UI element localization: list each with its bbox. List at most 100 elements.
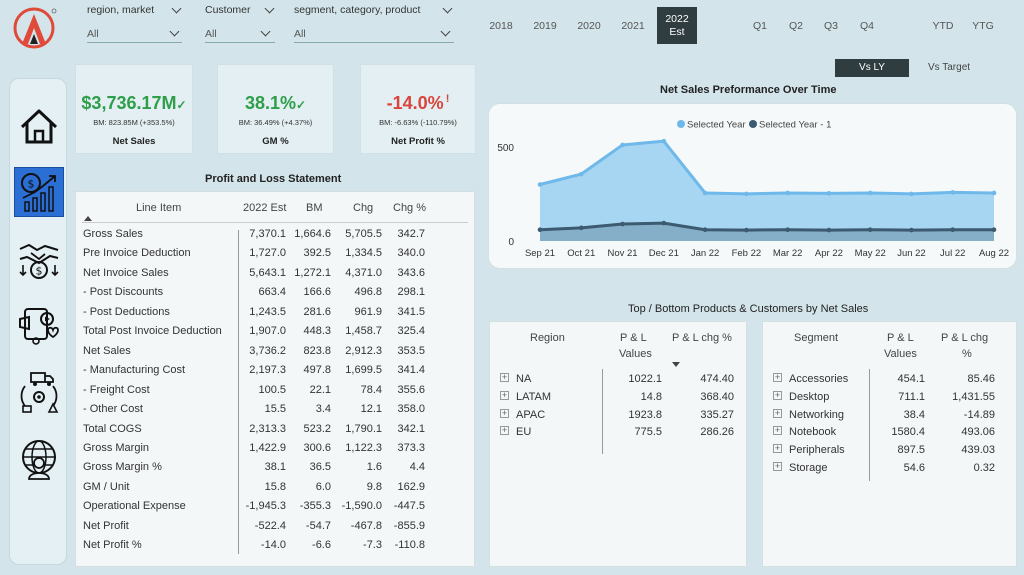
col-pl-values-label[interactable]: Values — [619, 348, 652, 360]
ytg-button[interactable]: YTG — [972, 20, 994, 32]
col-segment[interactable]: Segment — [794, 332, 839, 344]
data-point[interactable] — [785, 190, 790, 196]
table-row[interactable]: Net Profit -522.4 -54.7 -467.8 -855.9 — [76, 520, 474, 540]
expand-icon[interactable]: + — [773, 443, 782, 454]
nav-executive[interactable] — [14, 434, 64, 484]
nav-supply-chain[interactable] — [14, 367, 64, 417]
table-row[interactable]: Pre Invoice Deduction 1,727.0 392.5 1,334.5… — [76, 247, 474, 267]
data-point[interactable] — [950, 190, 956, 195]
expand-icon[interactable]: + — [500, 425, 509, 436]
ytd-button[interactable]: YTD — [932, 20, 954, 32]
data-point[interactable] — [537, 227, 543, 232]
table-row[interactable]: + Peripherals 897.5 439.03 — [763, 444, 1016, 462]
quarter-q3-button[interactable]: Q3 — [823, 20, 838, 32]
col-pl-label[interactable]: P & L — [620, 332, 647, 344]
table-row[interactable]: + Notebook 1580.4 493.06 — [763, 426, 1016, 444]
table-row[interactable]: + Accessories 454.1 85.46 — [763, 373, 1016, 391]
col-region[interactable]: Region — [530, 332, 565, 344]
data-point[interactable] — [744, 227, 749, 233]
expand-icon[interactable]: + — [500, 407, 509, 418]
col-pl-label[interactable]: P & L — [887, 332, 914, 344]
year-2022-est-button[interactable]: 2022 Est — [657, 7, 697, 44]
table-row[interactable]: + LATAM 14.8 368.40 — [490, 389, 746, 409]
col-chg[interactable]: Chg — [353, 202, 374, 214]
data-point[interactable] — [702, 227, 708, 232]
year-2019-button[interactable]: 2019 — [533, 20, 557, 32]
nav-finance[interactable]: $ — [14, 167, 64, 217]
col-line-item[interactable]: Line Item — [136, 202, 182, 214]
data-point[interactable] — [620, 221, 625, 227]
data-point[interactable] — [909, 191, 914, 197]
customer-filter[interactable]: Customer All — [205, 2, 275, 43]
col-pl-chg[interactable]: P & L chg — [941, 332, 989, 344]
table-row[interactable]: + Storage 54.6 0.32 — [763, 462, 1016, 480]
col-pl-chg[interactable]: P & L chg % — [672, 332, 732, 344]
data-point[interactable] — [702, 190, 708, 196]
expand-icon[interactable]: + — [773, 372, 782, 382]
table-row[interactable]: Operational Expense -1,945.3 -355.3 -1,590.… — [76, 500, 474, 520]
col-pl-values-label[interactable]: Values — [884, 348, 917, 360]
col-bm[interactable]: BM — [306, 202, 323, 214]
table-row[interactable]: + NA 1022.1 474.40 — [490, 373, 746, 391]
table-row[interactable]: + EU 775.5 286.26 — [490, 426, 746, 444]
segment-category-product-filter[interactable]: segment, category, product All — [294, 2, 454, 43]
data-point[interactable] — [661, 138, 667, 144]
table-row[interactable]: + Desktop 711.1 1,431.55 — [763, 389, 1016, 409]
data-point[interactable] — [826, 227, 832, 233]
data-point[interactable] — [578, 171, 584, 177]
data-point[interactable] — [744, 191, 749, 197]
table-row[interactable]: - Freight Cost 100.5 22.1 78.4 355.6 — [76, 384, 474, 404]
vs-target-toggle[interactable]: Vs Target — [927, 62, 971, 73]
table-row[interactable]: - Post Discounts 663.4 166.6 496.8 298.1 — [76, 286, 474, 306]
data-point[interactable] — [537, 182, 543, 187]
region-market-filter[interactable]: region, market All — [87, 2, 182, 43]
quarter-q4-button[interactable]: Q4 — [859, 20, 874, 32]
table-row[interactable]: Total Post Invoice Deduction 1,907.0 448.3… — [76, 325, 474, 345]
data-point[interactable] — [991, 190, 997, 196]
sort-asc-icon[interactable] — [84, 216, 92, 221]
table-row[interactable]: Gross Margin 1,422.9 300.6 1,122.3 373.3 — [76, 442, 474, 462]
data-point[interactable] — [909, 227, 914, 233]
year-2020-button[interactable]: 2020 — [577, 20, 601, 32]
col-2022-est[interactable]: 2022 Est — [243, 202, 287, 214]
data-point[interactable] — [950, 227, 956, 232]
table-row[interactable]: - Post Deductions 1,243.5 281.6 961.9 341.5 — [76, 306, 474, 326]
col-chg-pct[interactable]: Chg % — [393, 202, 427, 214]
data-point[interactable] — [661, 220, 667, 226]
table-row[interactable]: Total COGS 2,313.3 523.2 1,790.1 342.1 — [76, 423, 474, 443]
table-row[interactable]: + Networking 38.4 -14.89 — [763, 407, 1016, 427]
expand-icon[interactable]: + — [773, 461, 782, 471]
table-row[interactable]: - Other Cost 15.5 3.4 12.1 358.0 — [76, 403, 474, 423]
nav-marketing[interactable] — [14, 300, 64, 350]
col-pl-chg-pct[interactable]: % — [962, 348, 972, 360]
expand-icon[interactable]: + — [773, 407, 782, 418]
expand-icon[interactable]: + — [773, 389, 782, 400]
quarter-q2-button[interactable]: Q2 — [788, 20, 803, 32]
data-point[interactable] — [578, 225, 584, 231]
expand-icon[interactable]: + — [500, 389, 509, 400]
data-point[interactable] — [620, 142, 625, 148]
sort-desc-icon[interactable] — [672, 362, 680, 367]
quarter-q1-button[interactable]: Q1 — [752, 20, 767, 32]
data-point[interactable] — [867, 227, 873, 232]
data-point[interactable] — [826, 191, 832, 196]
expand-icon[interactable]: + — [500, 372, 509, 382]
data-point[interactable] — [785, 227, 790, 232]
table-row[interactable]: Gross Margin % 38.1 36.5 1.6 4.4 — [76, 461, 474, 481]
table-row[interactable]: Net Invoice Sales 5,643.1 1,272.1 4,371.0 34… — [76, 267, 474, 287]
vs-ly-toggle[interactable]: Vs LY — [835, 59, 909, 77]
nav-sales[interactable]: $ — [14, 234, 64, 284]
table-row[interactable]: Gross Sales 7,370.1 1,664.6 5,705.5 342.7 — [76, 228, 474, 248]
year-2021-button[interactable]: 2021 — [621, 20, 645, 32]
year-2018-button[interactable]: 2018 — [489, 20, 513, 32]
nav-home[interactable] — [14, 101, 64, 151]
table-row[interactable]: Net Profit % -14.0 -6.6 -7.3 -110.8 — [76, 539, 474, 559]
table-row[interactable]: GM / Unit 15.8 6.0 9.8 162.9 — [76, 481, 474, 501]
data-point[interactable] — [867, 190, 873, 196]
net-sales-area-chart[interactable]: 0 500 Sep 21 Oct 21 Nov 21 Dec 21 Jan 22 Feb 22… — [489, 104, 1018, 270]
expand-icon[interactable]: + — [773, 425, 782, 436]
data-point[interactable] — [991, 227, 997, 232]
table-row[interactable]: - Manufacturing Cost 2,197.3 497.8 1,699.5 3… — [76, 364, 474, 384]
table-row[interactable]: + APAC 1923.8 335.27 — [490, 407, 746, 427]
table-row[interactable]: Net Sales 3,736.2 823.8 2,912.3 353.5 — [76, 345, 474, 365]
